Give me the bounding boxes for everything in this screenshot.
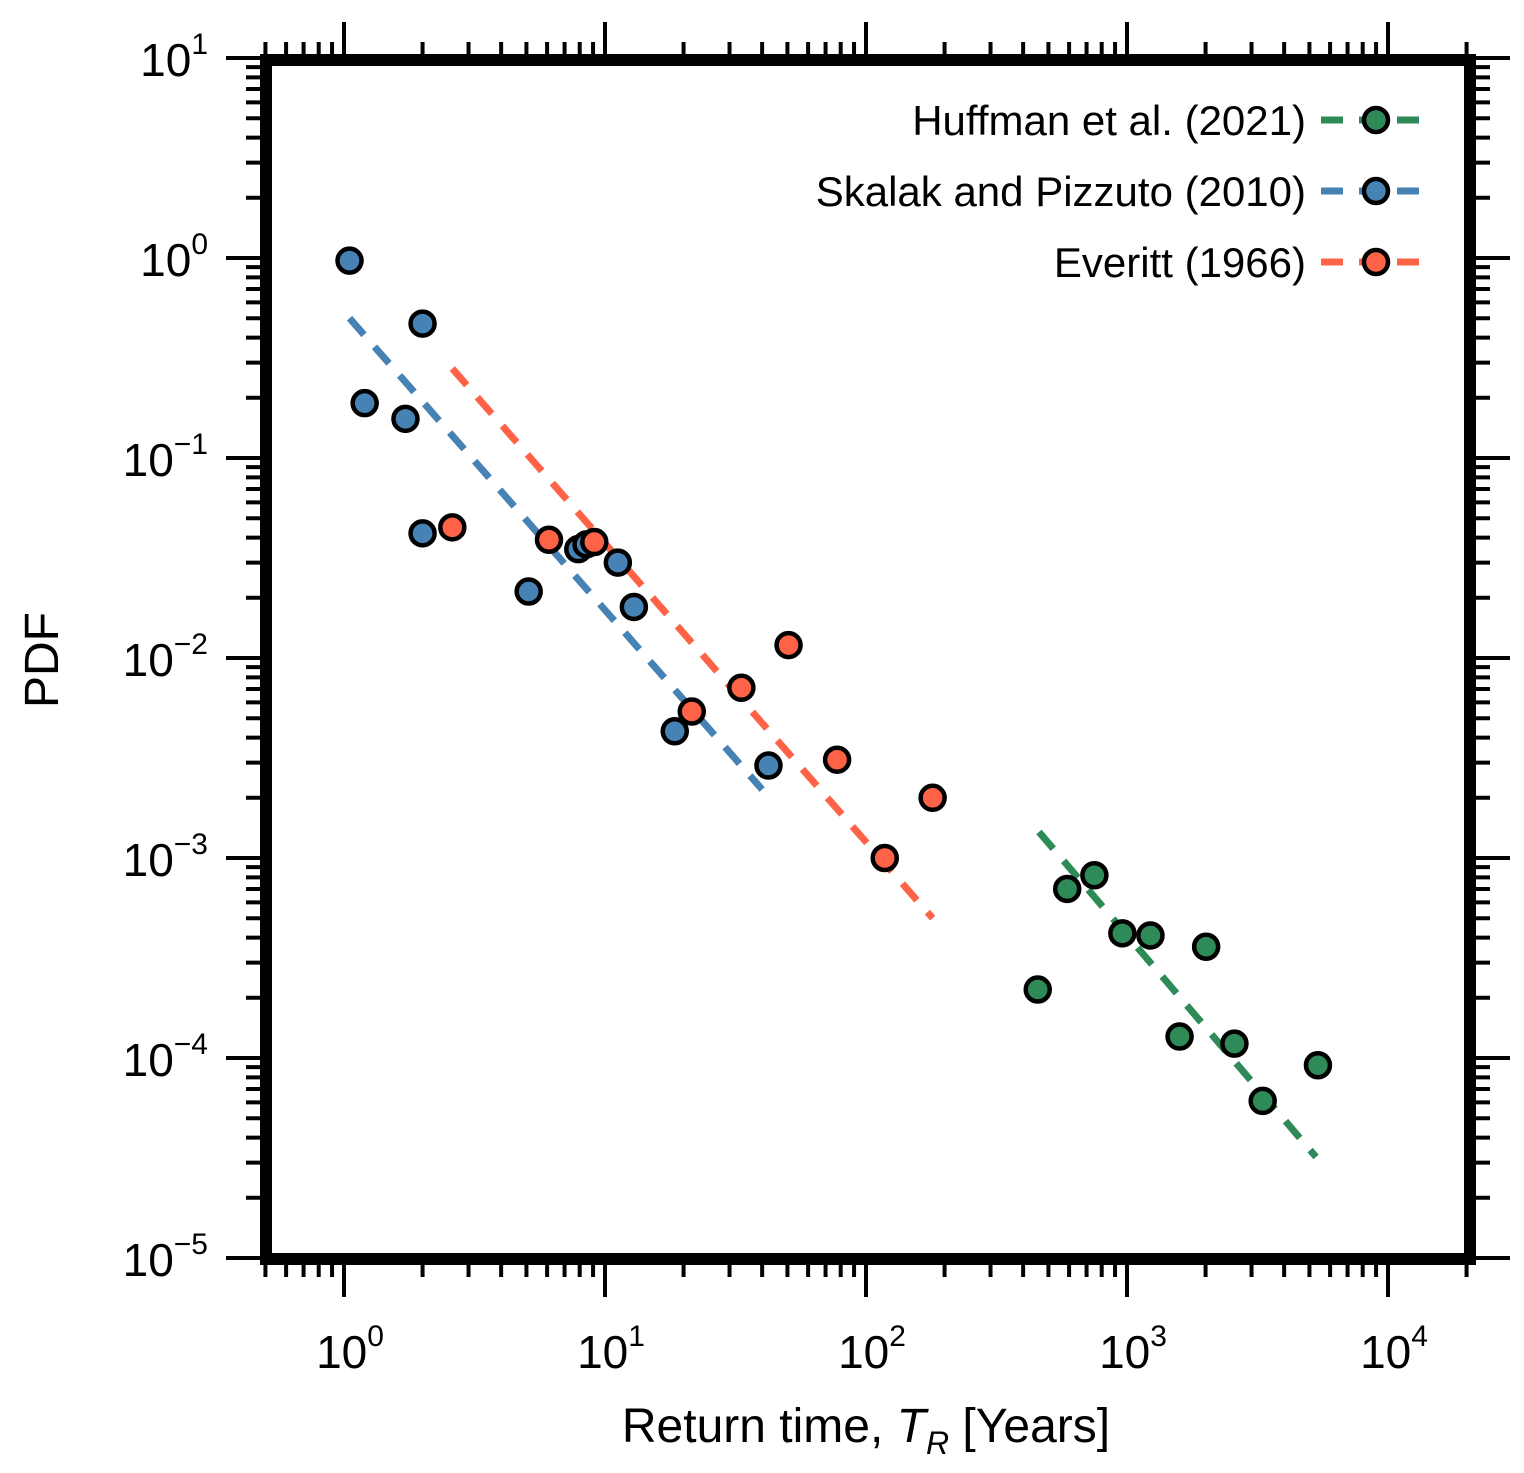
data-point — [619, 592, 649, 622]
data-point — [408, 519, 437, 548]
data-point — [580, 527, 609, 557]
data-point — [660, 717, 689, 746]
x-axis-label: Return time, TR [Years] — [622, 1400, 1110, 1461]
data-point — [1220, 1029, 1249, 1058]
y-tick-label: 10−3 — [123, 828, 208, 886]
x-axis-label-units: [Years] — [949, 1400, 1110, 1453]
x-tick-label: 102 — [838, 1320, 906, 1378]
x-axis-label-text: Return time, — [622, 1400, 897, 1453]
data-point — [870, 843, 900, 873]
y-tick-label: 100 — [140, 228, 208, 286]
data-point — [1248, 1086, 1277, 1116]
data-point — [1165, 1022, 1194, 1051]
legend-label: Huffman et al. (2021) — [912, 97, 1306, 144]
data-point — [534, 525, 564, 555]
data-point — [408, 309, 437, 338]
data-point — [754, 751, 783, 780]
plot-frame — [260, 54, 1476, 1265]
data-point — [335, 246, 364, 275]
data-point — [918, 783, 947, 813]
data-point — [677, 697, 707, 726]
y-tick-label: 10−5 — [123, 1228, 208, 1286]
data-point — [438, 513, 467, 542]
y-tick-label: 10−1 — [123, 428, 208, 486]
y-tick-label: 10−2 — [123, 628, 208, 686]
data-point — [774, 630, 803, 660]
x-axis-label-subscript: R — [926, 1425, 949, 1461]
y-tick-label: 101 — [140, 28, 208, 86]
y-axis-label: PDF — [16, 612, 69, 708]
major-ticks — [226, 22, 1510, 1297]
legend-label: Skalak and Pizzuto (2010) — [816, 168, 1306, 215]
fit-line — [346, 315, 765, 792]
data-point — [1052, 874, 1082, 904]
legend-label: Everitt (1966) — [1054, 239, 1306, 286]
data-point — [391, 404, 420, 434]
legend-marker — [1361, 105, 1391, 135]
data-point — [727, 673, 756, 702]
data-points — [335, 246, 1333, 1116]
data-point — [603, 548, 633, 577]
data-point — [514, 577, 543, 606]
data-point — [1108, 919, 1137, 948]
legend-marker — [1361, 247, 1391, 277]
x-tick-label: 101 — [577, 1320, 645, 1378]
x-tick-label: 104 — [1360, 1320, 1428, 1378]
x-tick-label: 100 — [316, 1320, 384, 1378]
legend: Huffman et al. (2021) Skalak and Pizzuto … — [816, 97, 1431, 286]
data-point — [1023, 975, 1052, 1004]
x-axis-label-symbol: T — [897, 1400, 930, 1453]
data-point — [1191, 932, 1221, 961]
data-point — [1136, 921, 1165, 950]
minor-ticks — [246, 42, 1490, 1277]
y-tick-label: 10−4 — [123, 1028, 208, 1086]
x-tick-labels: 100 101 102 103 104 — [316, 1320, 1428, 1378]
x-tick-label: 103 — [1099, 1320, 1167, 1378]
data-point — [822, 745, 852, 774]
data-point — [350, 388, 379, 418]
data-point — [1080, 860, 1109, 890]
y-tick-labels: 101 100 10−1 10−2 10−3 10−4 10−5 — [123, 28, 208, 1286]
legend-marker — [1361, 176, 1391, 206]
fit-line — [449, 366, 936, 921]
data-point — [1303, 1050, 1333, 1080]
